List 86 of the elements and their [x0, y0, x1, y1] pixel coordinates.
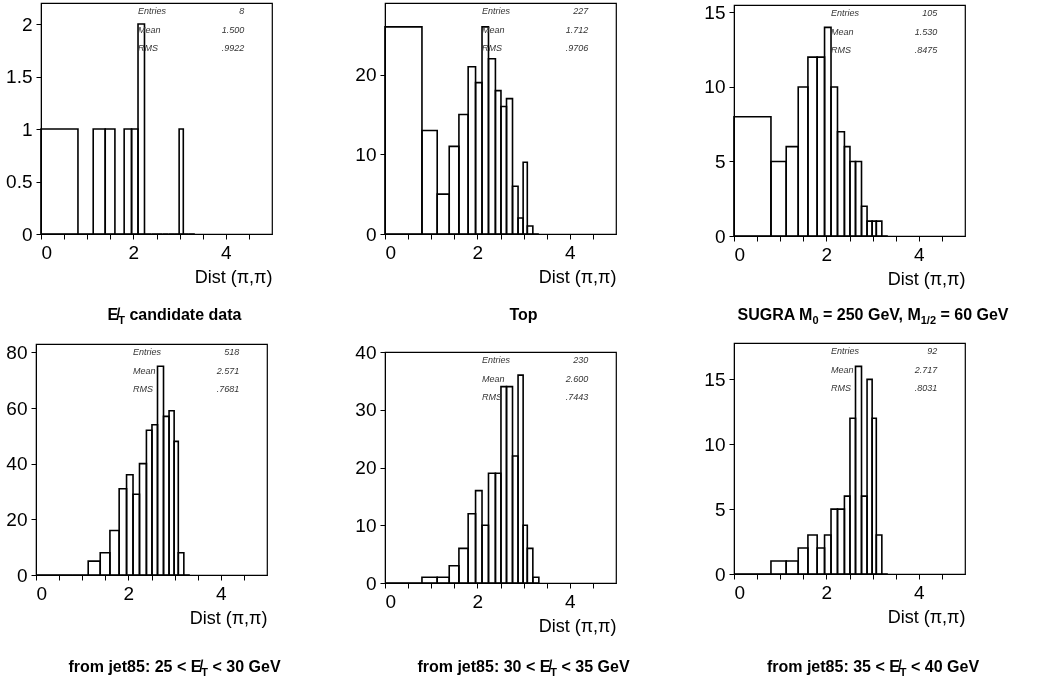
annotation: Entries [482, 6, 511, 16]
x-tick-label: 4 [565, 241, 577, 263]
annotation: .8031 [914, 383, 938, 394]
y-tick-label: 80 [6, 341, 28, 363]
annotation: 2.717 [913, 364, 939, 375]
y-tick-label: 10 [704, 76, 726, 98]
y-tick-label: 0 [21, 223, 33, 245]
x-tick-label: 2 [821, 243, 833, 265]
annotation: 92 [927, 346, 938, 356]
y-tick-label: 10 [704, 433, 726, 455]
text: from jet85: 35 < E̸$_{T}$ < 40 GeV [765, 658, 981, 679]
y-tick-label: 20 [6, 508, 28, 530]
y-tick-label: 0 [365, 223, 377, 245]
y-tick-label: 0.5 [6, 171, 33, 192]
x-tick-label: 2 [128, 241, 140, 263]
annotation: RMS [133, 384, 154, 395]
annotation: Entries [482, 355, 511, 365]
annotation: 1.530 [914, 26, 938, 37]
y-tick-label: 60 [6, 397, 28, 419]
text: from jet85: 25 < E̸$_{T}$ < 30 GeV [67, 658, 282, 679]
annotation: .8475 [914, 45, 939, 56]
y-tick-label: 2 [21, 13, 33, 35]
y-tick-label: 0 [714, 225, 726, 247]
x-axis-title: Dist (π,π) [538, 266, 617, 287]
y-tick-label: 30 [355, 399, 377, 421]
annotation: Mean [831, 26, 854, 37]
x-tick-label: 2 [472, 241, 484, 263]
annotation: Entries [133, 347, 162, 357]
annotation: Entries [831, 8, 860, 18]
annotation: .9706 [565, 43, 589, 54]
y-tick-label: 5 [714, 498, 726, 520]
y-tick-label: 5 [714, 150, 726, 172]
y-tick-label: 10 [355, 514, 377, 536]
y-tick-label: 10 [355, 143, 377, 165]
x-tick-label: 0 [385, 590, 397, 612]
y-tick-label: 1.5 [6, 66, 33, 87]
annotation: RMS [831, 383, 852, 394]
x-tick-label: 4 [565, 590, 577, 612]
y-tick-label: 15 [704, 368, 726, 390]
x-tick-label: 4 [914, 581, 926, 603]
x-tick-label: 2 [123, 582, 135, 604]
annotation: Mean [482, 373, 505, 384]
y-tick-label: 1 [21, 118, 33, 140]
annotation: .9922 [221, 43, 245, 54]
text: E̸$_{T}$ candidate data [106, 306, 243, 327]
y-tick-label: 15 [704, 1, 726, 23]
annotation: 518 [224, 347, 240, 357]
text: SUGRA M$_{0}$ = 250 GeV, M$_{1/2}$ = 60 GeV [736, 306, 1010, 327]
annotation: Entries [831, 346, 860, 356]
y-tick-label: 0 [714, 563, 726, 585]
annotation: Entries [138, 6, 167, 16]
y-tick-label: 40 [355, 341, 377, 363]
annotation: RMS [831, 45, 852, 56]
x-tick-label: 0 [41, 241, 53, 263]
annotation: 2.600 [564, 373, 589, 384]
annotation: .7443 [565, 392, 589, 403]
x-tick-label: 2 [472, 590, 484, 612]
annotation: 8 [239, 6, 245, 16]
x-tick-label: 0 [734, 243, 746, 265]
x-axis-title: Dist (π,π) [887, 268, 966, 289]
x-tick-label: 4 [914, 243, 926, 265]
annotation: Mean [133, 365, 156, 376]
y-tick-label: 0 [16, 564, 28, 586]
annotation: .7681 [216, 384, 240, 395]
annotation: 105 [922, 8, 939, 18]
x-axis-title: Dist (π,π) [194, 266, 273, 287]
x-axis-title: Dist (π,π) [887, 606, 966, 627]
x-tick-label: 0 [385, 241, 397, 263]
x-axis-title: Dist (π,π) [189, 607, 268, 628]
y-tick-label: 20 [355, 457, 377, 478]
x-tick-label: 2 [821, 581, 833, 603]
annotation: 230 [572, 355, 589, 365]
x-tick-label: 4 [221, 241, 233, 263]
x-tick-label: 0 [36, 582, 48, 604]
x-tick-label: 4 [216, 582, 228, 604]
annotation: 1.500 [221, 24, 245, 35]
annotation: 2.571 [215, 365, 240, 376]
annotation: Mean [831, 364, 854, 375]
text: Top [508, 306, 539, 324]
y-tick-label: 40 [6, 453, 28, 475]
text: from jet85: 30 < E̸$_{T}$ < 35 GeV [416, 658, 631, 679]
y-tick-label: 20 [355, 64, 377, 86]
annotation: 227 [572, 6, 590, 16]
x-tick-label: 0 [734, 581, 746, 603]
x-axis-title: Dist (π,π) [538, 615, 617, 636]
annotation: 1.712 [565, 24, 589, 35]
